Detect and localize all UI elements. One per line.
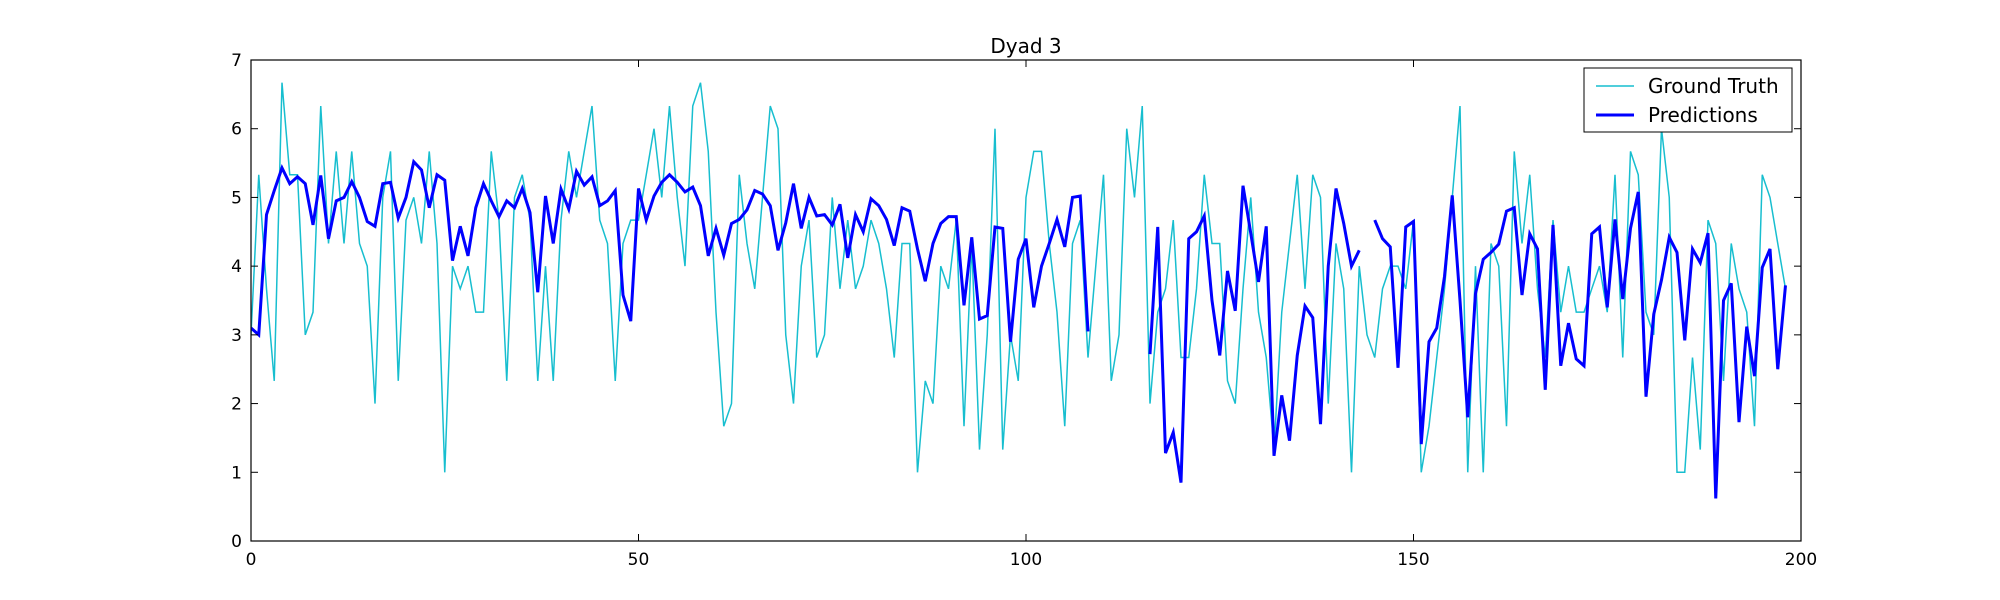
y-tick-label: 5 [231, 188, 242, 208]
series-line-ground-truth [251, 82, 1787, 474]
y-tick-label: 6 [231, 120, 242, 140]
y-tick-label: 0 [231, 532, 242, 552]
legend-box [1583, 67, 1793, 133]
y-tick-label: 4 [231, 257, 242, 277]
x-tick-label: 200 [1785, 550, 1817, 570]
legend-label: Predictions [1648, 103, 1758, 127]
x-tick-label: 50 [628, 550, 650, 570]
y-tick-label: 2 [231, 395, 242, 415]
y-axis: 0 1 2 3 4 5 6 7 [231, 51, 1801, 552]
legend-label: Ground Truth [1648, 74, 1779, 98]
x-axis: 0 50 100 150 200 [246, 60, 1817, 570]
legend: Ground Truth Predictions [1583, 67, 1793, 133]
y-tick-label: 1 [231, 463, 242, 483]
y-tick-label: 7 [231, 51, 242, 71]
y-tick-label: 3 [231, 326, 242, 346]
x-tick-label: 150 [1397, 550, 1429, 570]
series-layer [251, 82, 1787, 499]
series-line-predictions [251, 158, 1787, 499]
x-tick-label: 100 [1010, 550, 1042, 570]
chart-title: Dyad 3 [990, 34, 1061, 58]
x-tick-label: 0 [246, 550, 257, 570]
